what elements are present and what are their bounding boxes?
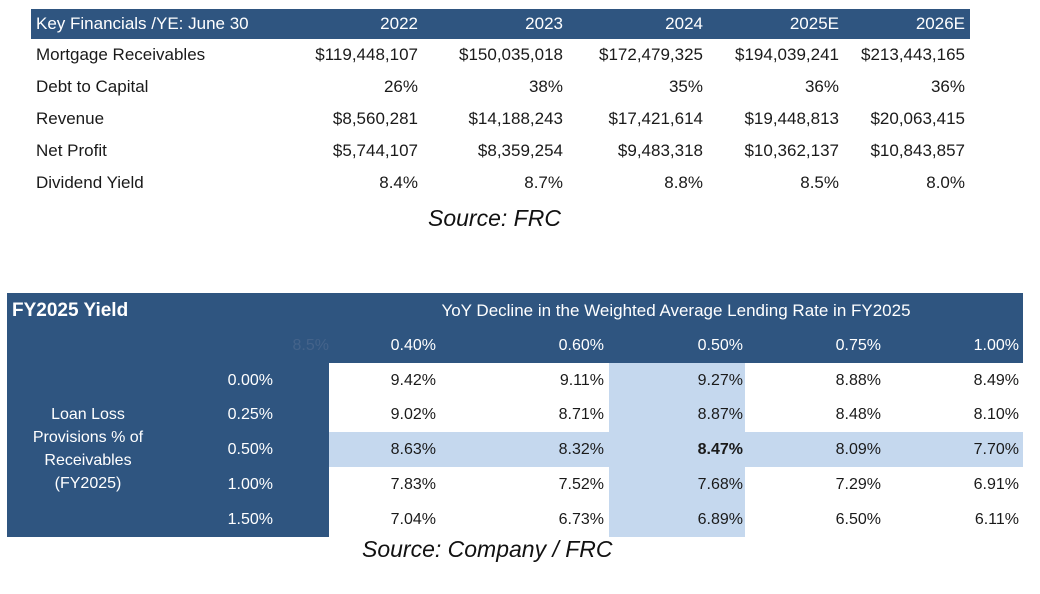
key-financials-row: Revenue $8,560,281 $14,188,243 $17,421,614 $… <box>31 103 970 135</box>
sensitivity-cell: 8.09% <box>835 441 881 458</box>
sensitivity-cell: 8.63% <box>390 441 436 458</box>
row-title-line: Provisions % of <box>32 429 144 446</box>
sensitivity-cell: 7.29% <box>835 476 881 493</box>
year-header-2022: 2022 <box>380 14 418 33</box>
sensitivity-column-header: 0.60% <box>558 337 604 354</box>
metric-value: 38% <box>528 77 563 96</box>
sensitivity-cell: 6.50% <box>835 511 881 528</box>
metric-value: $8,359,254 <box>477 141 563 160</box>
metric-value: 8.8% <box>664 173 703 192</box>
sensitivity-corner-value: 8.5% <box>292 337 329 354</box>
sensitivity-cell: 7.68% <box>697 476 743 493</box>
metric-label: Mortgage Receivables <box>36 45 206 64</box>
metric-value: 8.0% <box>926 173 965 192</box>
sensitivity-title-bar <box>7 293 1023 329</box>
year-header-2023: 2023 <box>525 14 563 33</box>
metric-value: $150,035,018 <box>459 45 563 64</box>
metric-value: 8.5% <box>800 173 839 192</box>
key-financials-source: Source: FRC <box>428 205 561 231</box>
sensitivity-cell: 8.88% <box>835 372 881 389</box>
metric-value: 26% <box>383 77 418 96</box>
metric-value: $14,188,243 <box>468 109 563 128</box>
metric-label: Net Profit <box>36 141 107 160</box>
key-financials-row: Dividend Yield 8.4% 8.7% 8.8% 8.5% 8.0% <box>31 167 970 199</box>
sensitivity-row-header: 0.25% <box>227 406 273 423</box>
metric-value: 8.7% <box>524 173 563 192</box>
metric-value: $10,843,857 <box>870 141 965 160</box>
sensitivity-column-header: 0.40% <box>390 337 436 354</box>
metric-value: 36% <box>930 77 965 96</box>
sensitivity-cell: 8.71% <box>558 406 604 423</box>
key-financials-header-row: Key Financials /YE: June 30 2022 2023 20… <box>31 9 970 39</box>
metric-value: $10,362,137 <box>744 141 839 160</box>
metric-value: $19,448,813 <box>744 109 839 128</box>
sensitivity-row-header: 0.00% <box>227 372 273 389</box>
year-header-2026e: 2026E <box>915 14 965 33</box>
yield-sensitivity-table: FY2025 Yield YoY Decline in the Weighted… <box>7 293 1023 537</box>
metric-value: $17,421,614 <box>608 109 703 128</box>
row-title-line: (FY2025) <box>54 475 122 492</box>
sensitivity-column-title: YoY Decline in the Weighted Average Lend… <box>441 301 911 320</box>
sensitivity-cell: 8.32% <box>558 441 604 458</box>
metric-value: $5,744,107 <box>332 141 418 160</box>
sensitivity-cell: 8.48% <box>835 406 881 423</box>
metric-value: $119,448,107 <box>315 45 418 64</box>
key-financials-row: Debt to Capital 26% 38% 35% 36% 36% <box>31 71 970 103</box>
sensitivity-row-header: 0.50% <box>227 441 273 458</box>
row-title-line: Receivables <box>44 452 132 469</box>
sensitivity-cell: 7.70% <box>973 441 1019 458</box>
sensitivity-cell: 9.11% <box>559 372 604 389</box>
metric-value: $20,063,415 <box>870 109 965 128</box>
sensitivity-cell: 6.91% <box>973 476 1019 493</box>
sensitivity-cell: 8.10% <box>973 406 1019 423</box>
sensitivity-cell: 6.89% <box>697 511 743 528</box>
year-header-2025e: 2025E <box>789 14 839 33</box>
sensitivity-cell: 8.47% <box>697 441 743 458</box>
sensitivity-cell: 6.11% <box>974 511 1019 528</box>
sensitivity-cell: 6.73% <box>558 511 604 528</box>
key-financials-table: Key Financials /YE: June 30 2022 2023 20… <box>31 9 970 199</box>
metric-value: $8,560,281 <box>332 109 418 128</box>
highlight-column-band <box>609 363 745 537</box>
sensitivity-cell: 9.27% <box>697 372 743 389</box>
sensitivity-cell: 9.42% <box>390 372 436 389</box>
key-financials-row: Mortgage Receivables $119,448,107 $150,035… <box>31 39 970 71</box>
metric-label: Revenue <box>36 109 105 128</box>
sensitivity-column-header: 1.00% <box>973 337 1019 354</box>
sensitivity-title: FY2025 Yield <box>12 300 129 321</box>
key-financials-header-label: Key Financials /YE: June 30 <box>36 14 249 33</box>
metric-label: Dividend Yield <box>36 173 144 192</box>
sensitivity-source: Source: Company / FRC <box>362 536 613 562</box>
key-financials-row: Net Profit $5,744,107 $8,359,254 $9,483,318… <box>31 135 970 167</box>
metric-value: 8.4% <box>379 173 418 192</box>
metric-value: 36% <box>804 77 839 96</box>
sensitivity-row-header: 1.50% <box>227 511 273 528</box>
sensitivity-cell: 8.87% <box>697 406 743 423</box>
metric-value: $9,483,318 <box>617 141 703 160</box>
sensitivity-row-header-panel <box>7 363 329 537</box>
metric-value: $172,479,325 <box>599 45 703 64</box>
metric-label: Debt to Capital <box>36 77 149 96</box>
sensitivity-cell: 8.49% <box>973 372 1019 389</box>
sensitivity-cell: 7.04% <box>390 511 436 528</box>
year-header-2024: 2024 <box>665 14 703 33</box>
sensitivity-column-header-bar <box>7 329 1023 363</box>
sensitivity-cell: 7.83% <box>390 476 436 493</box>
metric-value: $213,443,165 <box>861 45 965 64</box>
sensitivity-cell: 9.02% <box>390 406 436 423</box>
sensitivity-row-header: 1.00% <box>227 476 273 493</box>
metric-value: $194,039,241 <box>735 45 839 64</box>
sensitivity-column-header: 0.75% <box>835 337 881 354</box>
sensitivity-cell: 7.52% <box>558 476 604 493</box>
row-title-line: Loan Loss <box>51 406 125 423</box>
sensitivity-row-title: Loan Loss Provisions % of Receivables (F… <box>7 403 169 495</box>
sensitivity-column-header: 0.50% <box>697 337 743 354</box>
metric-value: 35% <box>668 77 703 96</box>
